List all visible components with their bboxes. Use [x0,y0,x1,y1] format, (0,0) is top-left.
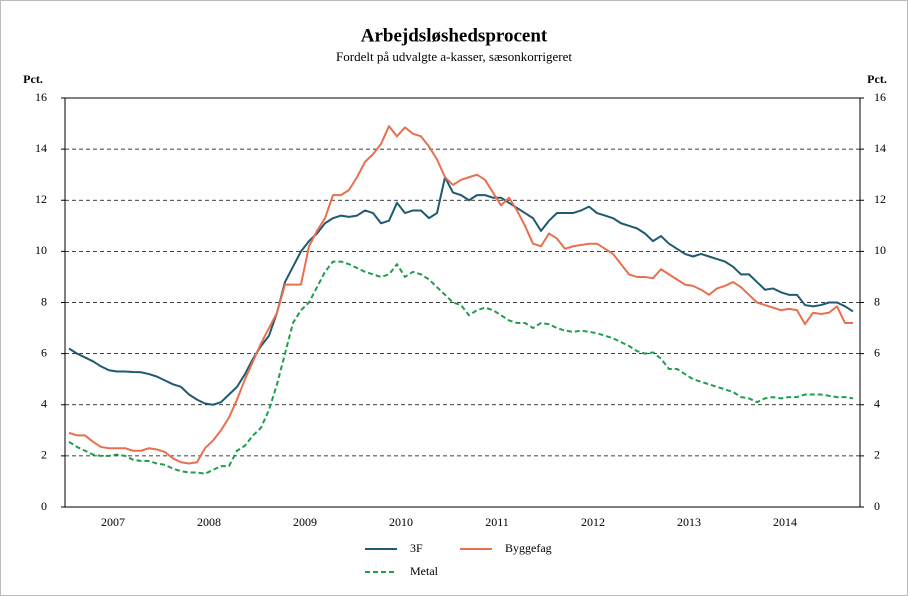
y-tick-label: 0 [41,499,47,513]
chart-subtitle: Fordelt på udvalgte a-kasser, sæsonkorri… [336,49,572,64]
x-tick-label: 2010 [389,515,413,529]
y-tick-label: 14 [35,141,47,155]
y-tick-label: 10 [35,243,47,257]
y2-tick-label: 6 [874,345,880,359]
legend-label: Byggefag [505,541,552,555]
series-line [68,260,854,475]
y-tick-label: 4 [41,397,47,411]
y2-tick-label: 16 [874,90,886,104]
chart-title: Arbejdsløshedsprocent [361,25,548,46]
y2-tick-label: 14 [874,141,886,155]
plot-frame [64,97,861,508]
y-tick-label: 12 [35,192,47,206]
y2-tick-label: 12 [874,192,886,206]
y-tick-label: 16 [35,90,47,104]
legend-label: 3F [410,541,423,555]
y2-tick-label: 0 [874,499,880,513]
x-tick-label: 2012 [581,515,605,529]
y2-tick-label: 10 [874,243,886,257]
x-tick-label: 2009 [293,515,317,529]
x-tick-label: 2011 [485,515,509,529]
y2-tick-label: 4 [874,397,880,411]
y-tick-label: 6 [41,345,47,359]
x-tick-label: 2007 [101,515,125,529]
x-tick-label: 2013 [677,515,701,529]
y-tick-label: 2 [41,448,47,462]
y-axis-label: Pct. [23,72,43,86]
x-tick-label: 2014 [773,515,797,529]
x-tick-label: 2008 [197,515,221,529]
legend-label: Metal [410,564,439,578]
y2-tick-label: 2 [874,448,880,462]
y-tick-label: 8 [41,294,47,308]
series-line [68,176,854,406]
y2-tick-label: 8 [874,294,880,308]
y2-axis-label: Pct. [867,72,887,86]
series-line [68,125,853,465]
